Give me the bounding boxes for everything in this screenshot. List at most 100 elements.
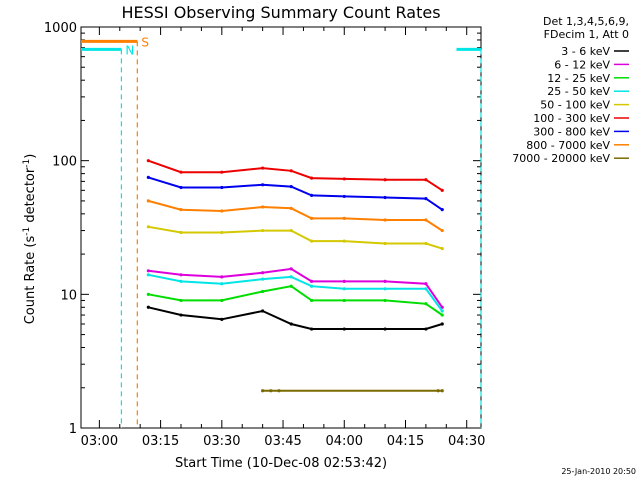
series-point-300-800-kev	[383, 195, 387, 200]
series-point-25-50-kev	[383, 287, 387, 291]
series-point-300-800-kev	[310, 193, 314, 197]
x-tick-label: 04:15	[387, 434, 424, 449]
series-point-100-300-kev	[146, 159, 150, 163]
series-point-3-6-kev	[179, 313, 183, 317]
series-point-3-6-kev	[342, 327, 346, 331]
series-point-50-100-kev	[261, 228, 265, 233]
series-point-3-6-kev	[440, 322, 444, 326]
series-point-300-800-kev	[289, 184, 293, 189]
legend-label: 7000 - 20000 keV	[512, 152, 610, 165]
series-point-100-300-kev	[424, 178, 428, 182]
legend-label: 50 - 100 keV	[540, 99, 610, 112]
series-point-100-300-kev	[310, 176, 314, 180]
y-tick-label: 1	[69, 422, 77, 437]
series-line-50-100-kev	[148, 225, 443, 250]
series-point-800-7000-kev	[220, 209, 224, 213]
series-point-100-300-kev	[383, 178, 387, 182]
series-point-6-12-kev	[146, 269, 150, 273]
series-point-800-7000-kev	[424, 218, 428, 222]
series-point-25-50-kev	[179, 279, 183, 283]
y-tick-label: 10	[60, 288, 77, 303]
y-axis-label: Count Rate (s-1 detector-1)	[22, 154, 38, 325]
series-point-50-100-kev	[179, 230, 183, 235]
series-point-800-7000-kev	[289, 206, 293, 210]
series-point-7000-20000-kev	[440, 389, 444, 393]
x-tick-label: 04:00	[326, 434, 363, 449]
y-tick-label: 1000	[44, 21, 77, 36]
series-point-300-800-kev	[179, 185, 183, 190]
series-point-300-800-kev	[261, 183, 265, 187]
series-point-100-300-kev	[261, 166, 265, 170]
series-point-6-12-kev	[310, 279, 314, 283]
series-point-3-6-kev	[310, 327, 314, 331]
series-line-3-6-kev	[148, 306, 443, 330]
series-point-3-6-kev	[383, 327, 387, 331]
series-point-3-6-kev	[424, 327, 428, 331]
series-point-12-25-kev	[179, 298, 183, 303]
series-point-50-100-kev	[383, 241, 387, 246]
series-point-6-12-kev	[179, 273, 183, 277]
series-point-7000-20000-kev	[261, 389, 265, 393]
series-point-50-100-kev	[146, 225, 150, 229]
legend-header-line-2: FDecim 1, Att 0	[544, 28, 629, 41]
series-point-3-6-kev	[220, 317, 224, 321]
series-point-300-800-kev	[342, 194, 346, 199]
series-point-100-300-kev	[179, 170, 183, 174]
series-line-12-25-kev	[148, 285, 443, 316]
series-point-6-12-kev	[342, 279, 346, 283]
series-point-50-100-kev	[310, 239, 314, 243]
y-tick-label: 100	[52, 155, 77, 170]
legend: Det 1,3,4,5,6,9, FDecim 1, Att 0 3 - 6 k…	[512, 15, 629, 165]
series-point-12-25-kev	[220, 298, 224, 303]
series-point-25-50-kev	[424, 287, 428, 291]
series-point-3-6-kev	[146, 305, 150, 309]
series-point-25-50-kev	[220, 282, 224, 286]
series-point-12-25-kev	[289, 284, 293, 288]
series-point-12-25-kev	[146, 292, 150, 296]
series-point-7000-20000-kev	[436, 389, 440, 393]
series-point-800-7000-kev	[342, 216, 346, 220]
series-point-7000-20000-kev	[277, 389, 281, 393]
series-point-12-25-kev	[424, 302, 428, 306]
series-point-25-50-kev	[310, 284, 314, 288]
series-point-25-50-kev	[146, 273, 150, 277]
x-axis-label: Start Time (10-Dec-08 02:53:42)	[175, 456, 387, 471]
series-point-3-6-kev	[261, 309, 265, 313]
x-tick-label: 03:00	[81, 434, 118, 449]
x-tick-label: 04:30	[448, 434, 485, 449]
series-point-50-100-kev	[220, 230, 224, 235]
series-point-100-300-kev	[440, 188, 444, 192]
series-point-12-25-kev	[310, 298, 314, 303]
series-point-6-12-kev	[220, 275, 224, 279]
series-point-12-25-kev	[342, 298, 346, 303]
series-point-7000-20000-kev	[269, 389, 273, 393]
series-line-6-12-kev	[148, 267, 444, 308]
series-point-25-50-kev	[440, 309, 444, 313]
legend-label: 25 - 50 keV	[547, 85, 610, 98]
series-point-800-7000-kev	[261, 205, 265, 209]
series-point-12-25-kev	[261, 289, 265, 294]
chart-title: HESSI Observing Summary Count Rates	[121, 3, 440, 22]
series-point-300-800-kev	[424, 197, 428, 201]
plot-frame	[80, 26, 482, 429]
x-tick-label: 03:45	[264, 434, 301, 449]
series-point-300-800-kev	[220, 185, 224, 190]
legend-label: 100 - 300 keV	[533, 112, 610, 125]
legend-label: 300 - 800 keV	[533, 125, 610, 138]
series-line-800-7000-kev	[148, 199, 443, 232]
series-point-25-50-kev	[261, 277, 265, 281]
legend-label: 3 - 6 keV	[561, 45, 610, 58]
series-point-12-25-kev	[383, 298, 387, 303]
legend-label: 800 - 7000 keV	[526, 139, 610, 152]
footer-date: 25-Jan-2010 20:50	[561, 467, 636, 476]
series-point-800-7000-kev	[310, 216, 314, 220]
series-line-25-50-kev	[148, 273, 444, 312]
series-line-100-300-kev	[147, 159, 443, 192]
series-point-25-50-kev	[289, 275, 293, 279]
series-point-6-12-kev	[424, 282, 428, 286]
series-point-100-300-kev	[342, 177, 346, 181]
legend-label: 12 - 25 keV	[547, 72, 610, 85]
series-point-6-12-kev	[289, 267, 293, 271]
